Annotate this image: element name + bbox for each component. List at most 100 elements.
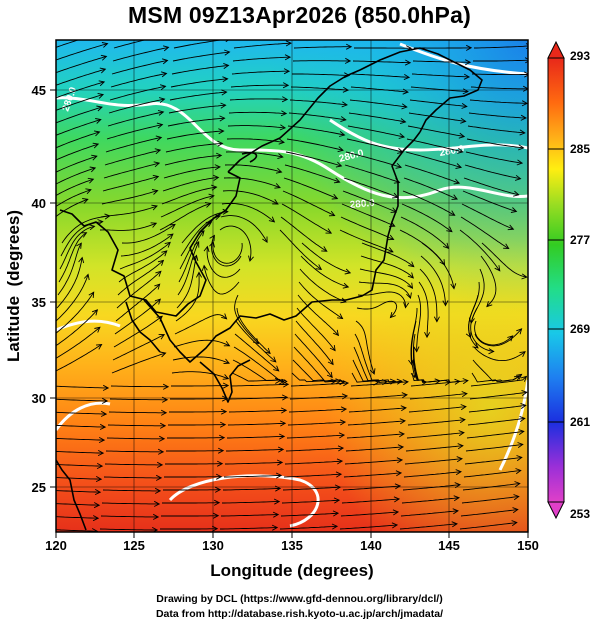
streamline-arrow [449, 210, 456, 216]
streamline [56, 326, 101, 359]
streamline-arrow [222, 382, 230, 389]
streamline-arrow [91, 154, 98, 161]
streamline-arrow [345, 43, 353, 50]
streamline-arrow [278, 433, 286, 440]
streamline-arrow [157, 259, 165, 266]
streamline-arrow [461, 391, 468, 398]
streamline-arrow [95, 118, 102, 124]
streamline-arrow [516, 159, 524, 166]
streamline [349, 394, 408, 400]
streamline [300, 255, 349, 288]
streamline [474, 45, 528, 49]
streamline-arrow [248, 255, 254, 262]
streamline-arrow [514, 174, 522, 181]
streamline-arrow [96, 463, 104, 470]
streamline [166, 130, 224, 140]
streamline [346, 433, 405, 439]
streamline-arrow [158, 334, 166, 340]
streamline-arrow [394, 483, 402, 490]
streamline-arrow [331, 523, 339, 530]
streamline-arrow [407, 282, 414, 289]
streamline-arrow [396, 457, 404, 464]
streamline [114, 298, 161, 335]
streamline-arrow [169, 223, 176, 230]
streamline-arrow [512, 507, 519, 514]
streamline-arrow [404, 59, 412, 66]
streamline [341, 498, 400, 504]
streamline [409, 99, 467, 107]
streamline-arrow [214, 214, 221, 221]
streamline-arrow [458, 430, 465, 437]
streamline [106, 124, 163, 140]
streamline [228, 409, 287, 413]
streamline [102, 489, 161, 492]
streamline-arrow [511, 520, 518, 527]
streamline-arrow [397, 444, 405, 451]
streamline [345, 151, 402, 168]
streamline [399, 523, 458, 530]
streamline [225, 461, 283, 465]
streamline-arrow [503, 243, 510, 249]
streamline [109, 85, 166, 101]
streamline [212, 241, 243, 264]
streamline [232, 56, 291, 62]
streamline-arrow [164, 241, 171, 248]
streamline [159, 203, 211, 231]
streamline-arrow [154, 148, 162, 155]
streamline-arrow [513, 494, 520, 501]
streamline-arrow [338, 432, 346, 439]
streamline-arrow [153, 161, 161, 168]
streamline-arrow [264, 347, 271, 355]
streamline [56, 274, 89, 322]
streamline [408, 406, 466, 413]
streamline [466, 138, 524, 149]
streamline-arrow [158, 97, 166, 104]
streamline-arrow [387, 247, 394, 253]
streamline-arrow [399, 118, 407, 125]
streamline-arrow [161, 58, 169, 65]
streamline-arrow [337, 146, 344, 153]
streamline-arrow [279, 124, 287, 131]
streamline [233, 42, 292, 49]
streamline [468, 112, 527, 119]
streamlines [56, 33, 528, 532]
streamline [163, 166, 221, 179]
streamline [355, 320, 375, 375]
streamline [293, 46, 352, 49]
streamline-arrow [281, 378, 288, 385]
streamline [301, 242, 351, 274]
streamline [107, 111, 164, 127]
streamline [359, 268, 413, 289]
streamline [460, 216, 509, 249]
streamline-arrow [218, 128, 225, 135]
streamline [223, 487, 281, 491]
streamline-arrow [522, 85, 528, 92]
streamline [287, 125, 345, 136]
streamline-arrow [167, 233, 174, 240]
streamline [350, 86, 409, 93]
streamline-arrow [524, 57, 528, 64]
streamline [222, 501, 280, 504]
streamline [56, 398, 108, 402]
streamline-arrow [78, 256, 85, 264]
streamline-arrow [459, 417, 466, 424]
streamline [56, 167, 96, 185]
streamline [419, 268, 438, 322]
streamline [287, 421, 346, 426]
streamline [464, 164, 521, 180]
streamline [463, 470, 521, 478]
streamline-arrow [335, 378, 342, 385]
streamline [410, 86, 469, 93]
streamline-arrow [164, 33, 169, 38]
streamline [352, 60, 411, 64]
streamline-arrow [329, 345, 336, 352]
streamline [109, 398, 168, 401]
streamline [464, 456, 522, 465]
y-axis-title: Latitude (degrees) [4, 210, 23, 362]
streamline-arrow [398, 431, 405, 438]
streamline-arrow [464, 59, 472, 66]
streamline-arrow [507, 224, 515, 231]
streamline [358, 281, 411, 299]
streamline-arrow [272, 199, 279, 205]
streamline [349, 99, 407, 108]
